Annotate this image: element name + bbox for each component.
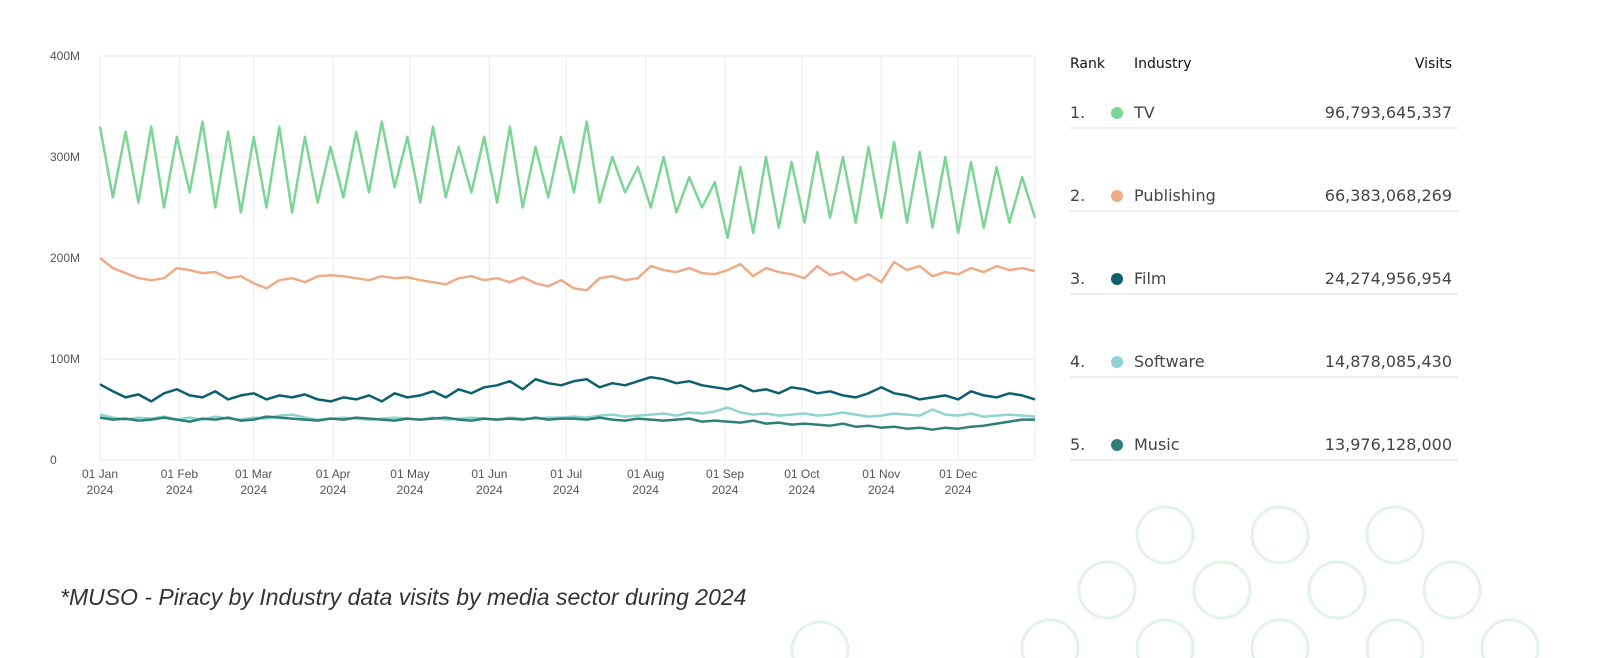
rank: 5. [1070, 435, 1085, 454]
legend-swatch [1111, 356, 1123, 368]
rank: 2. [1070, 186, 1085, 205]
x-tick-label: 2024 [320, 483, 347, 497]
decoration [790, 505, 1540, 658]
rank: 3. [1070, 269, 1085, 288]
x-tick-label: 2024 [240, 483, 267, 497]
caption: *MUSO - Piracy by Industry data visits b… [60, 584, 746, 610]
x-tick-label: 2024 [945, 483, 972, 497]
table-header: Industry [1134, 56, 1192, 72]
x-tick-label: 01 Jun [471, 467, 507, 481]
legend-label: Software [1134, 352, 1205, 371]
visits: 96,793,645,337 [1325, 103, 1452, 122]
rank: 1. [1070, 103, 1085, 122]
x-tick-label: 2024 [712, 483, 739, 497]
table-header: Visits [1415, 56, 1452, 72]
x-tick-label: 2024 [476, 483, 503, 497]
x-tick-label: 01 Jul [550, 467, 582, 481]
visits: 24,274,956,954 [1325, 269, 1452, 288]
x-tick-label: 01 Feb [161, 467, 199, 481]
series-line [98, 120, 1037, 240]
y-tick-label: 0 [50, 453, 57, 467]
x-tick-label: 2024 [868, 483, 895, 497]
x-tick-label: 01 Aug [627, 467, 664, 481]
x-tick-label: 2024 [632, 483, 659, 497]
x-tick-label: 01 Mar [235, 467, 272, 481]
x-tick-label: 2024 [166, 483, 193, 497]
y-tick-label: 400M [50, 49, 80, 63]
series-line [99, 375, 1036, 403]
legend-swatch [1111, 273, 1123, 285]
x-tick-label: 01 Sep [706, 467, 744, 481]
legend-swatch [1111, 439, 1123, 451]
visits: 14,878,085,430 [1325, 352, 1452, 371]
x-tick-label: 01 Jan [82, 467, 118, 481]
x-tick-label: 2024 [553, 483, 580, 497]
legend-label: Film [1134, 269, 1167, 288]
y-tick-label: 200M [50, 251, 80, 265]
x-tick-label: 2024 [87, 483, 114, 497]
x-tick-label: 2024 [397, 483, 424, 497]
table-header: Rank [1070, 56, 1106, 72]
series-line [99, 257, 1036, 292]
series-line [99, 415, 1035, 431]
legend-swatch [1111, 107, 1123, 119]
rank: 4. [1070, 352, 1085, 371]
x-tick-label: 01 Nov [862, 467, 900, 481]
series-line [99, 406, 1036, 421]
legend-swatch [1111, 190, 1123, 202]
y-tick-label: 300M [50, 150, 80, 164]
legend-label: Publishing [1134, 186, 1216, 205]
legend-label: Music [1134, 435, 1180, 454]
visits: 13,976,128,000 [1325, 435, 1452, 454]
x-tick-label: 01 Apr [316, 467, 351, 481]
chart: 0 100M 200M 300M 400M 01 Jan 2024 01 Feb 2024 01 … [50, 49, 1037, 497]
x-tick-label: 01 Oct [784, 467, 820, 481]
visits: 66,383,068,269 [1325, 186, 1452, 205]
x-tick-label: 01 May [390, 467, 429, 481]
legend-label: TV [1133, 103, 1155, 122]
x-tick-label: 01 Dec [939, 467, 977, 481]
y-tick-label: 100M [50, 352, 80, 366]
x-tick-label: 2024 [789, 483, 816, 497]
ranking-table: Rank Industry Visits 1. TV 96,793,645,337 2. Pu… [1070, 56, 1458, 461]
